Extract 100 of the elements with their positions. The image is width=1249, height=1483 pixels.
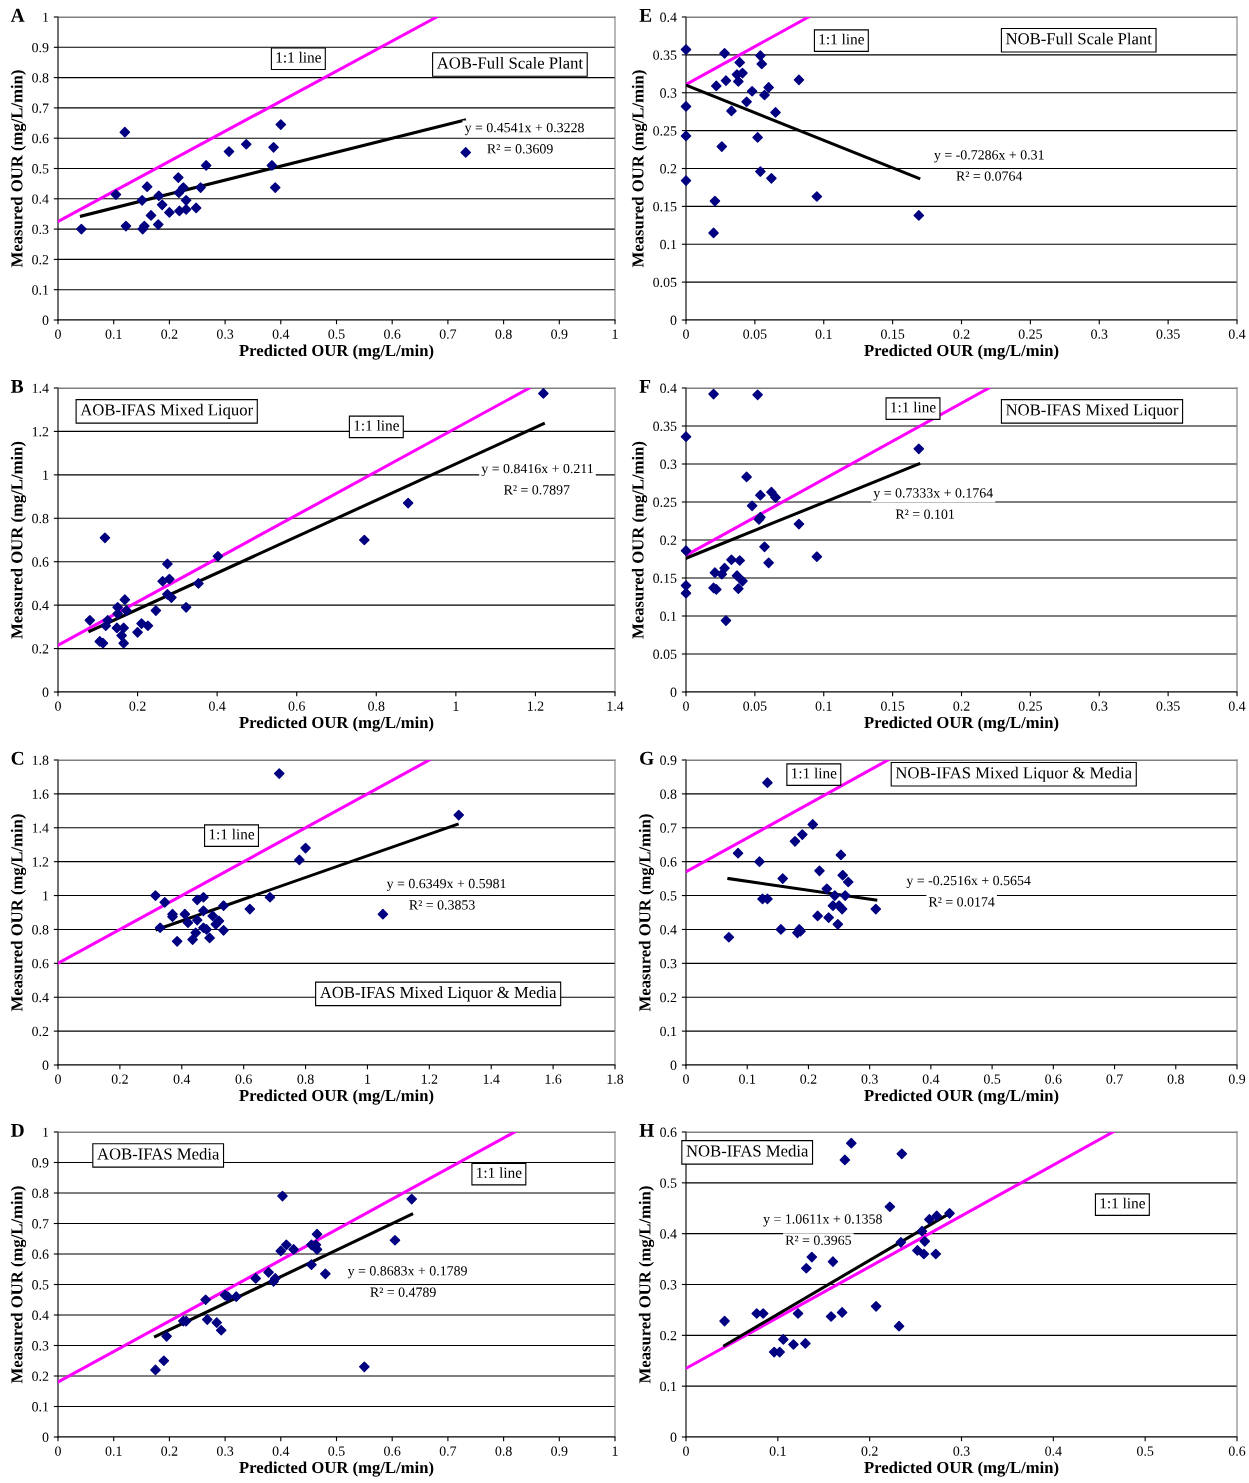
x-tick-label: 0.2: [129, 701, 146, 711]
x-tick-label: 1.4: [483, 1074, 500, 1084]
x-tick-label: 0.4: [1228, 329, 1246, 339]
y-tick-label: 0.9: [32, 42, 49, 53]
y-tick-label: 0: [42, 1432, 49, 1442]
y-tick-label: 0.1: [32, 1402, 49, 1412]
x-tick-label: 0.4: [922, 1074, 940, 1084]
x-axis-title: Predicted OUR (mg/L/min): [864, 716, 1059, 732]
x-tick-label: 0.7: [439, 329, 457, 339]
x-tick-label: 0.05: [743, 701, 767, 711]
y-tick-label: 0.4: [32, 194, 49, 204]
x-tick-label: 0.1: [769, 1446, 786, 1456]
x-tick-label: 0: [683, 701, 689, 711]
y-tick-label: 0: [670, 315, 677, 325]
y-tick-label: 0.2: [660, 992, 677, 1003]
x-tick-label: 0.25: [1018, 329, 1042, 339]
text: NOB-IFAS Mixed Liquor: [1006, 403, 1179, 419]
series-label: 1:1 line: [477, 1167, 522, 1178]
y-tick-label: 0: [670, 1432, 677, 1442]
x-tick-label: 0.9: [551, 1446, 568, 1456]
y-tick-label: 0.2: [660, 164, 677, 174]
annotation: R² = 0.4789: [370, 1287, 436, 1297]
chart-title: F: [639, 379, 651, 393]
x-tick-label: 0.6: [288, 701, 305, 711]
x-tick-label: 0.4: [208, 701, 226, 711]
annotation: y = -0.2516x + 0.5654: [906, 875, 1031, 889]
y-tick-label: 0.1: [660, 239, 677, 250]
y-tick-label: 0.9: [32, 1158, 49, 1168]
x-tick-label: 0.25: [1018, 701, 1042, 711]
y-tick-label: 0.2: [660, 535, 677, 546]
x-tick-label: 1.2: [527, 701, 544, 711]
y-tick-label: 0.8: [32, 1188, 49, 1199]
chart-title: G: [640, 751, 654, 765]
y-axis-title: Measured OUR (mg/L/min): [638, 1186, 655, 1384]
x-tick-label: 0.1: [739, 1074, 756, 1084]
x-tick-label: 0.35: [1156, 329, 1180, 339]
y-tick-label: 0.4: [660, 1229, 677, 1239]
y-tick-label: 0.3: [660, 459, 677, 470]
y-tick-label: 0.25: [653, 497, 677, 508]
y-tick-label: 0.5: [660, 891, 677, 901]
y-tick-label: 1.6: [32, 789, 49, 799]
x-tick-label: 0.3: [1091, 329, 1108, 339]
x-tick-label: 0: [55, 1074, 61, 1084]
x-tick-label: 0.1: [815, 329, 832, 339]
y-tick-label: 1.4: [32, 383, 49, 394]
x-tick-label: 0.8: [495, 1446, 512, 1456]
chart-title: H: [639, 1123, 654, 1137]
chart-title: A: [10, 8, 25, 22]
annotation: R² = 0.0764: [956, 171, 1023, 181]
y-tick-label: 0.15: [653, 573, 677, 584]
y-tick-label: 0.35: [653, 50, 677, 60]
x-tick-label: 0: [683, 329, 689, 339]
y-tick-label: 1: [43, 1127, 49, 1137]
x-tick-label: 0.5: [328, 329, 345, 339]
y-tick-label: 1: [43, 12, 49, 22]
y-tick-label: 0: [42, 1060, 49, 1070]
y-tick-label: 0.25: [653, 126, 677, 136]
y-tick-label: 0.8: [32, 73, 49, 83]
y-tick-label: 0.4: [660, 383, 677, 394]
y-tick-label: 0.7: [32, 1219, 49, 1229]
y-axis-title: Measured OUR (mg/L/min): [10, 441, 27, 639]
x-tick-label: 1: [612, 329, 618, 339]
y-tick-label: 1: [43, 891, 49, 901]
x-tick-label: 1: [612, 1446, 618, 1456]
annotation: y = 0.8416x + 0.211: [481, 463, 593, 477]
annotation: y = 0.8683x + 0.1789: [347, 1266, 467, 1279]
series-label: 1:1 line: [891, 401, 936, 413]
y-tick-label: 0.4: [32, 1310, 49, 1321]
y-tick-label: 0.05: [653, 277, 677, 288]
y-tick-label: 0.6: [660, 857, 677, 867]
y-tick-label: 0: [670, 687, 677, 697]
x-tick-label: 0.2: [800, 1074, 817, 1084]
y-tick-label: 0.6: [32, 133, 49, 144]
text: NOB-Full Scale Plant: [1006, 32, 1152, 45]
x-tick-label: 0.1: [105, 1446, 122, 1456]
y-tick-label: 0.6: [660, 1127, 677, 1138]
x-tick-label: 0.1: [105, 329, 122, 339]
x-tick-label: 0.3: [953, 1446, 970, 1456]
annotation: R² = 0.3965: [785, 1235, 852, 1246]
x-tick-label: 1.8: [607, 1074, 624, 1084]
annotation: R² = 0.3853: [409, 900, 475, 910]
y-tick-label: 0.3: [32, 224, 49, 235]
y-tick-label: 0.5: [32, 1280, 49, 1290]
text: AOB-IFAS Mixed Liquor & Media: [319, 986, 557, 1002]
text: NOB-IFAS Media: [686, 1144, 809, 1157]
x-axis-title: Predicted OUR (mg/L/min): [239, 716, 434, 732]
x-tick-label: 0.4: [173, 1074, 191, 1084]
text: AOB-Full Scale Plant: [436, 56, 583, 69]
annotation: R² = 0.7897: [504, 485, 570, 495]
chart-title: C: [11, 751, 24, 765]
x-tick-label: 0: [55, 329, 61, 339]
chart-subtitle: NOB-IFAS Mixed Liquor & Media: [895, 766, 1132, 782]
y-tick-label: 0.7: [660, 823, 677, 833]
x-tick-label: 0.7: [439, 1446, 457, 1456]
x-tick-label: 0.8: [297, 1074, 314, 1084]
x-axis-title: Predicted OUR (mg/L/min): [864, 1089, 1059, 1105]
y-tick-label: 1.2: [32, 857, 49, 867]
y-tick-label: 1.8: [32, 755, 49, 766]
series-label: 1:1 line: [276, 51, 321, 63]
y-tick-label: 0.4: [660, 925, 677, 935]
